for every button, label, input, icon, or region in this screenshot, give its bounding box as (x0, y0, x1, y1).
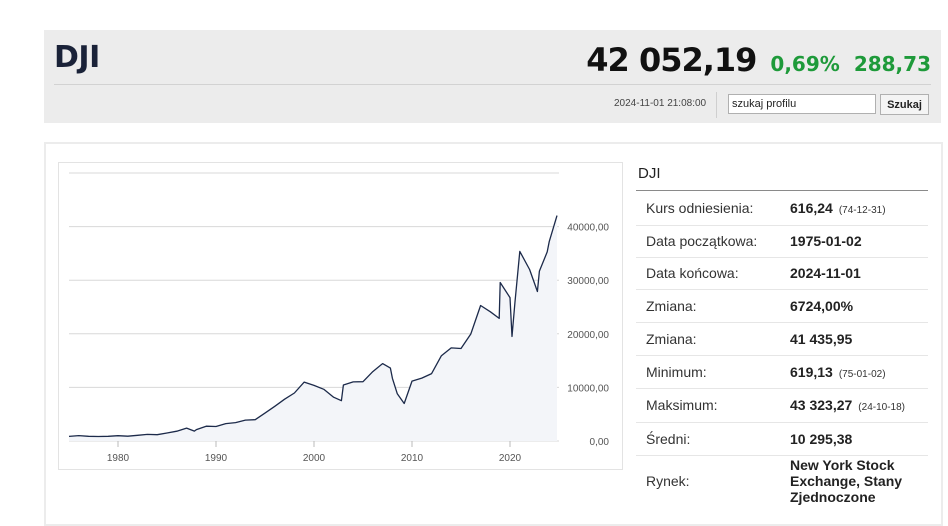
info-value: 2024-11-01 (790, 257, 928, 290)
info-label: Rynek: (646, 473, 690, 490)
change-percent: 0,69% (770, 52, 840, 76)
chart-x-tick-label: 2020 (499, 453, 522, 464)
info-row-start-date: Data początkowa: 1975-01-02 (636, 225, 928, 258)
quote-timestamp: 2024-11-01 21:08:00 (614, 98, 707, 109)
info-value-date: (24-10-18) (858, 402, 905, 413)
info-value: New York Stock Exchange, Stany Zjednoczo… (790, 457, 903, 506)
chart-y-tick-label: 40000,00 (567, 223, 609, 234)
info-value: 1975-01-02 (790, 225, 928, 258)
chart-x-tick-label: 1980 (107, 453, 130, 464)
info-table: Kurs odniesienia: 616,24 (74-12-31) Data … (636, 191, 928, 507)
info-row-end-date: Data końcowa: 2024-11-01 (636, 257, 928, 290)
info-label: Kurs odniesienia: (636, 191, 790, 226)
search-button[interactable]: Szukaj (880, 94, 929, 115)
info-title: DJI (636, 162, 928, 191)
info-label: Maksimum: (636, 388, 790, 423)
info-value: 10 295,38 (790, 422, 928, 456)
chart-y-tick-label: 30000,00 (567, 276, 609, 287)
chart-x-tick-label: 2000 (303, 453, 326, 464)
profile-search-input[interactable] (728, 94, 876, 114)
price-chart[interactable]: 0,00 10000,00 20000,00 30000,00 40000,00 1980… (58, 162, 623, 470)
info-label: Zmiana: (636, 322, 790, 356)
chart-y-tick-label: 10000,00 (567, 383, 609, 394)
info-value-text: 616,24 (790, 199, 833, 216)
info-row-average: Średni: 10 295,38 (636, 422, 928, 456)
info-value: 43 323,27 (24-10-18) (790, 388, 928, 423)
header-separator (716, 92, 717, 118)
info-value-text: 619,13 (790, 363, 833, 380)
info-value-text: 43 323,27 (790, 397, 853, 413)
info-row-change-abs: Zmiana: 41 435,95 (636, 322, 928, 356)
header-divider (54, 84, 931, 85)
info-row-maximum: Maksimum: 43 323,27 (24-10-18) (636, 388, 928, 423)
info-value-date: (74-12-31) (838, 204, 886, 216)
chart-svg: 0,00 10000,00 20000,00 30000,00 40000,00 1980… (68, 172, 610, 464)
chart-series-line (68, 215, 558, 438)
chart-y-tick-label: 0,00 (590, 437, 610, 448)
quote-summary: 42 052,19 0,69% 288,73 (586, 41, 931, 79)
info-label: Zmiana: (636, 289, 790, 323)
info-row-reference: Kurs odniesienia: 616,24 (74-12-31) (636, 191, 928, 226)
info-value: 6724,00% (790, 289, 928, 323)
info-row-market: Rynek: New York Stock Exchange, Stany Zj… (636, 455, 928, 507)
info-label: Minimum: (636, 355, 790, 389)
chart-y-tick-label: 20000,00 (567, 330, 609, 341)
info-label: Data początkowa: (636, 225, 790, 258)
symbol-title: DJI (54, 40, 100, 75)
chart-area (69, 215, 557, 441)
info-row-change-pct: Zmiana: 6724,00% (636, 289, 928, 323)
info-value: 41 435,95 (790, 322, 928, 356)
info-panel: DJI Kurs odniesienia: 616,24 (74-12-31) D… (636, 162, 928, 507)
price-value: 42 052,19 (586, 41, 757, 79)
info-value: 616,24 (74-12-31) (790, 191, 928, 226)
chart-x-tick-label: 2010 (401, 453, 424, 464)
change-absolute: 288,73 (853, 52, 931, 76)
chart-x-tick-label: 1990 (205, 453, 228, 464)
info-row-minimum: Minimum: 619,13 (75-01-02) (636, 355, 928, 389)
info-value-date: (75-01-02) (838, 368, 886, 380)
info-label: Data końcowa: (636, 257, 790, 290)
quote-header: DJI 42 052,19 0,69% 288,73 2024-11-01 21… (44, 30, 941, 123)
info-label: Średni: (636, 422, 790, 456)
info-value: 619,13 (75-01-02) (790, 355, 928, 389)
